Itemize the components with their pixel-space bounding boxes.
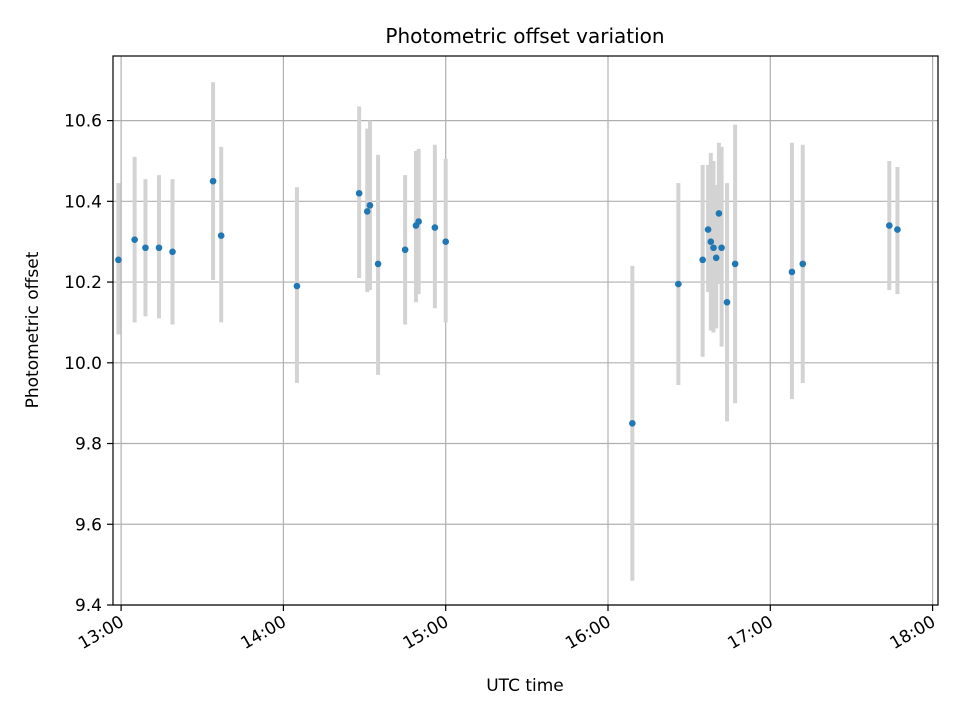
x-axis-label: UTC time <box>486 676 564 696</box>
data-point <box>894 226 901 233</box>
data-point <box>355 189 363 197</box>
data-point <box>799 260 807 268</box>
data-point <box>366 202 374 209</box>
data-point <box>293 282 301 290</box>
data-point <box>442 238 450 245</box>
data-points <box>115 177 901 427</box>
data-point <box>629 420 636 427</box>
data-point <box>415 218 422 225</box>
plot-frame <box>112 55 939 606</box>
data-point <box>131 236 138 243</box>
data-point <box>718 244 725 252</box>
data-point <box>704 226 712 233</box>
data-point <box>731 260 739 268</box>
data-point <box>699 256 706 264</box>
data-point <box>712 254 720 262</box>
y-tick-label: 10.4 <box>64 192 102 212</box>
data-point <box>675 280 682 288</box>
data-point <box>363 208 371 215</box>
data-point <box>788 268 796 276</box>
data-point <box>886 222 893 229</box>
data-point <box>431 224 439 231</box>
data-point <box>374 260 382 268</box>
data-point <box>715 210 723 217</box>
data-point <box>209 177 217 185</box>
chart-title: Photometric offset variation <box>385 24 664 48</box>
data-point <box>710 244 717 252</box>
y-tick-label: 9.8 <box>75 435 102 455</box>
y-tick-label: 10.2 <box>64 273 102 293</box>
data-point <box>155 244 163 252</box>
y-axis-label: Photometric offset <box>23 251 43 408</box>
data-point <box>142 244 149 252</box>
data-point <box>169 248 176 256</box>
grid <box>113 56 938 606</box>
data-point <box>115 256 122 264</box>
data-point <box>707 238 715 245</box>
y-axis-ticks: 9.4 9.6 9.8 10.0 10.2 10.4 10.6 <box>64 112 113 616</box>
y-tick-label: 9.4 <box>75 596 102 616</box>
data-point <box>723 298 731 306</box>
y-tick-label: 10.6 <box>64 112 102 132</box>
y-tick-label: 9.6 <box>75 515 102 535</box>
data-point <box>401 246 409 254</box>
y-tick-label: 10.0 <box>64 354 102 374</box>
data-point <box>217 232 225 239</box>
